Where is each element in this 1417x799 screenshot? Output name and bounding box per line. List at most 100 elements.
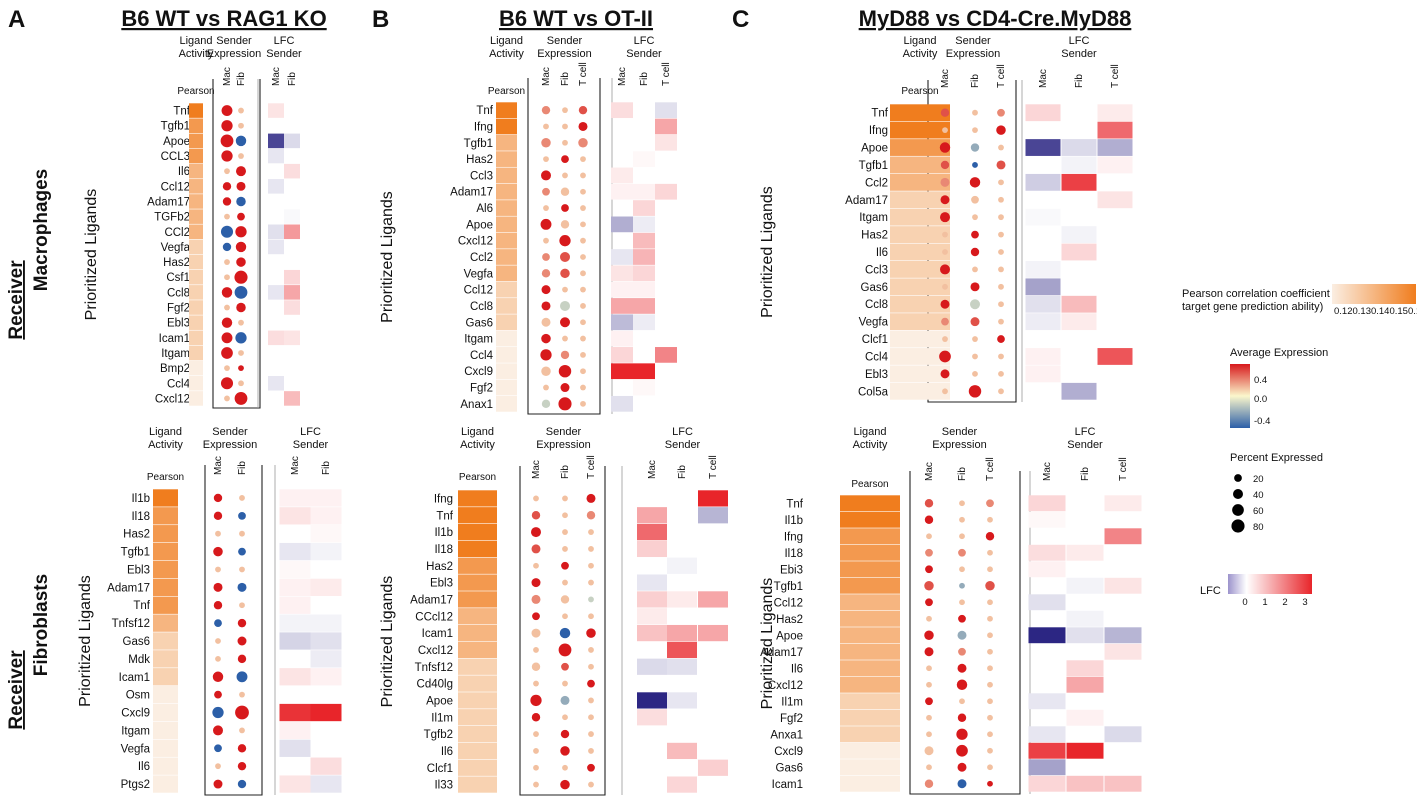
ligand-activity-header: Activity xyxy=(148,439,183,451)
expression-dot xyxy=(987,665,993,672)
lfc-cell xyxy=(279,703,311,722)
pearson-cell xyxy=(153,578,178,596)
lfc-sender-header: LFC xyxy=(300,426,321,438)
lfc-cell xyxy=(655,102,677,119)
pearson-cell xyxy=(840,561,900,578)
expression-dot xyxy=(234,392,248,405)
ligand-label: Apoe xyxy=(466,219,493,231)
lfc-cell xyxy=(1104,726,1142,743)
pearson-cell xyxy=(458,574,497,591)
lfc-cell xyxy=(284,163,300,179)
expression-dot xyxy=(238,365,244,372)
pearson-cell xyxy=(189,209,203,224)
expression-dot xyxy=(239,530,245,537)
expression-dot xyxy=(971,230,979,239)
pearson-cell xyxy=(496,281,517,298)
pearson-cell xyxy=(840,495,900,512)
pearson-cell xyxy=(189,391,203,406)
ligand-label: Vegfa xyxy=(161,242,191,254)
sender-expression-header: Sender xyxy=(216,35,252,47)
lfc-cell xyxy=(284,209,300,224)
expression-dot xyxy=(959,533,965,540)
ligand-label: Ccl12 xyxy=(774,597,803,609)
panel-label-a: A xyxy=(8,6,25,33)
expression-dot xyxy=(940,195,950,205)
ligand-label: Il6 xyxy=(138,761,150,773)
lfc-cell xyxy=(611,347,633,363)
lfc-cell xyxy=(1061,313,1097,331)
expression-dot xyxy=(560,300,570,311)
subplot-c-macrophages: LigandActivitySenderExpressionLFCSenderP… xyxy=(759,35,1133,403)
y-axis-title: Prioritized Ligands xyxy=(759,578,776,710)
ligand-label: Il1b xyxy=(784,515,803,527)
expression-dot xyxy=(559,235,571,247)
lfc-cell xyxy=(1028,693,1066,710)
pearson-cell xyxy=(189,148,203,164)
expression-dot xyxy=(586,511,596,520)
expression-dot xyxy=(968,385,982,398)
expression-dot xyxy=(560,317,570,328)
sender-expression-header: Expression xyxy=(207,48,261,60)
ligand-label: Has2 xyxy=(163,257,190,269)
lfc-colorbar xyxy=(1228,574,1312,594)
pearson-cell xyxy=(496,183,517,200)
lfc-cell xyxy=(310,525,342,543)
expression-dot xyxy=(237,212,245,221)
expression-dot xyxy=(531,594,541,604)
lfc-cell xyxy=(611,363,633,380)
lfc-cell xyxy=(1028,561,1066,578)
expression-dot xyxy=(972,214,978,221)
lfc-cell xyxy=(279,632,311,650)
expression-dot xyxy=(559,627,571,639)
pearson-cell xyxy=(458,658,497,675)
expression-dot xyxy=(958,614,966,623)
lfc-cell xyxy=(310,757,342,775)
pearson-cell xyxy=(458,776,497,793)
ligand-activity-header: Ligand xyxy=(149,426,182,438)
expression-dot xyxy=(224,274,230,281)
lfc-cell xyxy=(637,692,667,709)
expression-dot xyxy=(958,647,966,656)
lfc-cell xyxy=(310,668,342,686)
lfc-cell xyxy=(667,776,697,793)
ligand-label: Csf1 xyxy=(166,272,190,284)
ligand-activity-header: Ligand xyxy=(461,426,494,438)
expression-dot xyxy=(533,781,539,788)
panel-title-a: B6 WT vs RAG1 KO xyxy=(121,6,326,31)
lfc-cell xyxy=(633,363,655,380)
lfc-cell xyxy=(1104,577,1142,594)
expression-dot xyxy=(234,285,248,299)
expression-dot xyxy=(224,395,230,402)
lfc-cell xyxy=(268,133,284,149)
pearson-cell xyxy=(840,528,900,545)
lfc-cell xyxy=(633,298,655,314)
lfc-column-label: T cell xyxy=(1110,64,1121,88)
ligand-activity-header: Activity xyxy=(489,48,524,60)
expression-dot xyxy=(237,618,247,628)
pearson-cell xyxy=(496,167,517,184)
pearson-legend-title-2: target gene prediction ability) xyxy=(1182,301,1323,313)
pearson-cell xyxy=(496,330,517,347)
ligand-label: Itgam xyxy=(161,348,190,360)
pearson-cell xyxy=(153,507,178,525)
expression-dot xyxy=(926,714,932,721)
expression-dot xyxy=(213,779,223,789)
lfc-cell xyxy=(279,596,311,614)
expression-dot xyxy=(542,253,550,261)
pearson-cell xyxy=(153,757,178,775)
sender-column-label: Mac xyxy=(541,67,552,86)
lfc-cell xyxy=(611,314,633,331)
sender-expression-header: Sender xyxy=(546,426,582,438)
expression-dot xyxy=(561,561,569,570)
sender-expression-header: Sender xyxy=(547,35,583,47)
expression-dot xyxy=(562,714,568,721)
lfc-cell xyxy=(1061,156,1097,174)
expression-dot xyxy=(215,763,221,770)
pearson-cell xyxy=(496,118,517,135)
expression-dot xyxy=(212,671,224,682)
lfc-cell xyxy=(633,232,655,249)
lfc-cell xyxy=(1097,156,1133,174)
expression-dot xyxy=(531,544,541,554)
pct-legend-dot xyxy=(1231,519,1245,533)
expression-dot xyxy=(987,698,993,705)
